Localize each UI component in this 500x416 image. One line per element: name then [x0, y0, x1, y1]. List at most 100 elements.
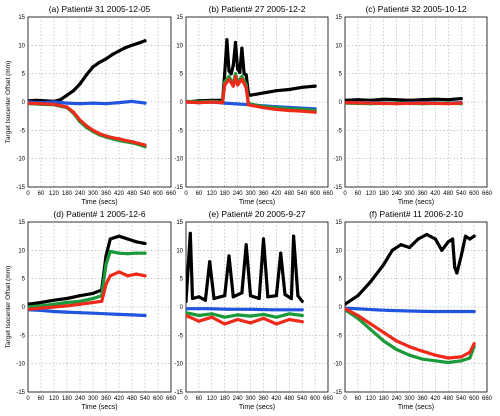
x-tick-label: 120: [49, 191, 60, 197]
x-tick-label: 0: [343, 191, 347, 197]
panel-title: (d) Patient# 1 2005-12-6: [53, 209, 145, 219]
data-point: [117, 101, 121, 105]
panel-title: (f) Patient# 11 2006-2-10: [369, 209, 463, 219]
data-point: [227, 77, 231, 81]
data-point: [236, 313, 240, 317]
data-point: [123, 46, 128, 50]
y-axis-label: Target Isocenter Offset (mm): [5, 61, 12, 144]
x-tick-label: 0: [343, 396, 347, 402]
data-point: [300, 308, 304, 312]
data-point: [117, 270, 121, 274]
data-point: [71, 89, 76, 93]
data-point: [261, 237, 266, 241]
x-tick-label: 600: [310, 396, 321, 402]
data-point: [110, 136, 115, 140]
data-point: [261, 106, 266, 110]
data-point: [425, 232, 429, 237]
data-point: [28, 302, 30, 306]
chart-panel-4: 0 60 120 180 240 300 360 420 480 540 600 660151050-…: [5, 209, 177, 411]
y-tick-label: 15: [18, 15, 25, 21]
data-point: [369, 279, 373, 284]
panel-title: (c) Patient# 32 2005-10-12: [365, 4, 466, 14]
data-point: [472, 309, 476, 314]
x-tick-label: 660: [323, 191, 334, 197]
data-point: [65, 101, 69, 105]
data-point: [356, 313, 360, 318]
x-tick-label: 540: [297, 396, 308, 402]
data-point: [287, 108, 291, 113]
data-point: [143, 143, 147, 147]
data-point: [225, 38, 229, 42]
y-tick-label: 10: [176, 43, 183, 49]
x-tick-label: 60: [196, 191, 203, 197]
data-point: [190, 296, 195, 301]
data-point: [261, 316, 266, 320]
series-group: [28, 234, 147, 318]
data-point: [126, 252, 130, 256]
data-point: [433, 353, 437, 357]
data-point: [91, 101, 95, 105]
x-tick-label: 60: [38, 191, 45, 197]
data-point: [231, 84, 235, 88]
x-tick-label: 600: [153, 396, 164, 402]
data-point: [65, 300, 69, 305]
x-tick-label: 540: [297, 191, 308, 197]
x-tick-label: 300: [405, 396, 416, 402]
data-point: [186, 311, 188, 315]
data-point: [244, 73, 248, 77]
x-tick-label: 360: [258, 191, 269, 197]
data-point: [300, 109, 304, 113]
data-point: [210, 315, 214, 319]
data-point: [451, 237, 455, 241]
data-point: [459, 254, 463, 258]
panel-title: (e) Patient# 20 2005-9-27: [209, 209, 306, 219]
y-tick-label: -5: [337, 333, 343, 339]
data-point: [28, 101, 30, 105]
data-point: [130, 140, 134, 144]
y-tick-label: 15: [176, 220, 183, 226]
series-line-2: [28, 99, 147, 106]
data-point: [231, 295, 235, 299]
data-point: [126, 237, 130, 241]
x-axis-label: Time (secs): [398, 199, 434, 206]
x-tick-label: 240: [392, 396, 403, 402]
data-point: [203, 298, 207, 302]
data-point: [369, 101, 373, 105]
data-point: [382, 330, 386, 335]
y-tick-label: -15: [16, 390, 25, 396]
y-tick-label: -10: [333, 157, 342, 163]
data-point: [420, 357, 425, 361]
data-point: [143, 274, 147, 278]
y-tick-label: 15: [176, 15, 183, 21]
y-tick-label: -15: [333, 390, 342, 396]
data-point: [416, 237, 420, 241]
data-point: [212, 296, 216, 301]
series-line-4: [345, 307, 476, 360]
x-tick-label: 0: [184, 191, 188, 197]
y-tick-label: -15: [333, 185, 342, 191]
y-tick-label: 15: [18, 220, 25, 226]
data-point: [91, 65, 95, 69]
data-point: [130, 313, 134, 317]
panel-title: (a) Patient# 31 2005-12-05: [49, 4, 151, 14]
data-point: [446, 240, 450, 244]
data-point: [463, 234, 468, 238]
x-tick-label: 420: [430, 396, 441, 402]
data-point: [300, 299, 304, 303]
data-point: [39, 300, 43, 305]
data-point: [279, 251, 283, 255]
data-point: [240, 46, 244, 50]
data-point: [261, 91, 266, 95]
data-point: [78, 299, 82, 303]
data-point: [433, 237, 437, 241]
data-point: [117, 137, 121, 141]
y-tick-label: 0: [22, 305, 26, 311]
data-point: [186, 307, 188, 311]
data-point: [386, 308, 390, 312]
data-point: [446, 360, 450, 365]
data-point: [91, 291, 95, 295]
y-tick-label: 10: [18, 248, 25, 254]
y-tick-label: 5: [22, 277, 26, 283]
data-point: [240, 77, 244, 81]
x-tick-label: 180: [220, 191, 231, 197]
